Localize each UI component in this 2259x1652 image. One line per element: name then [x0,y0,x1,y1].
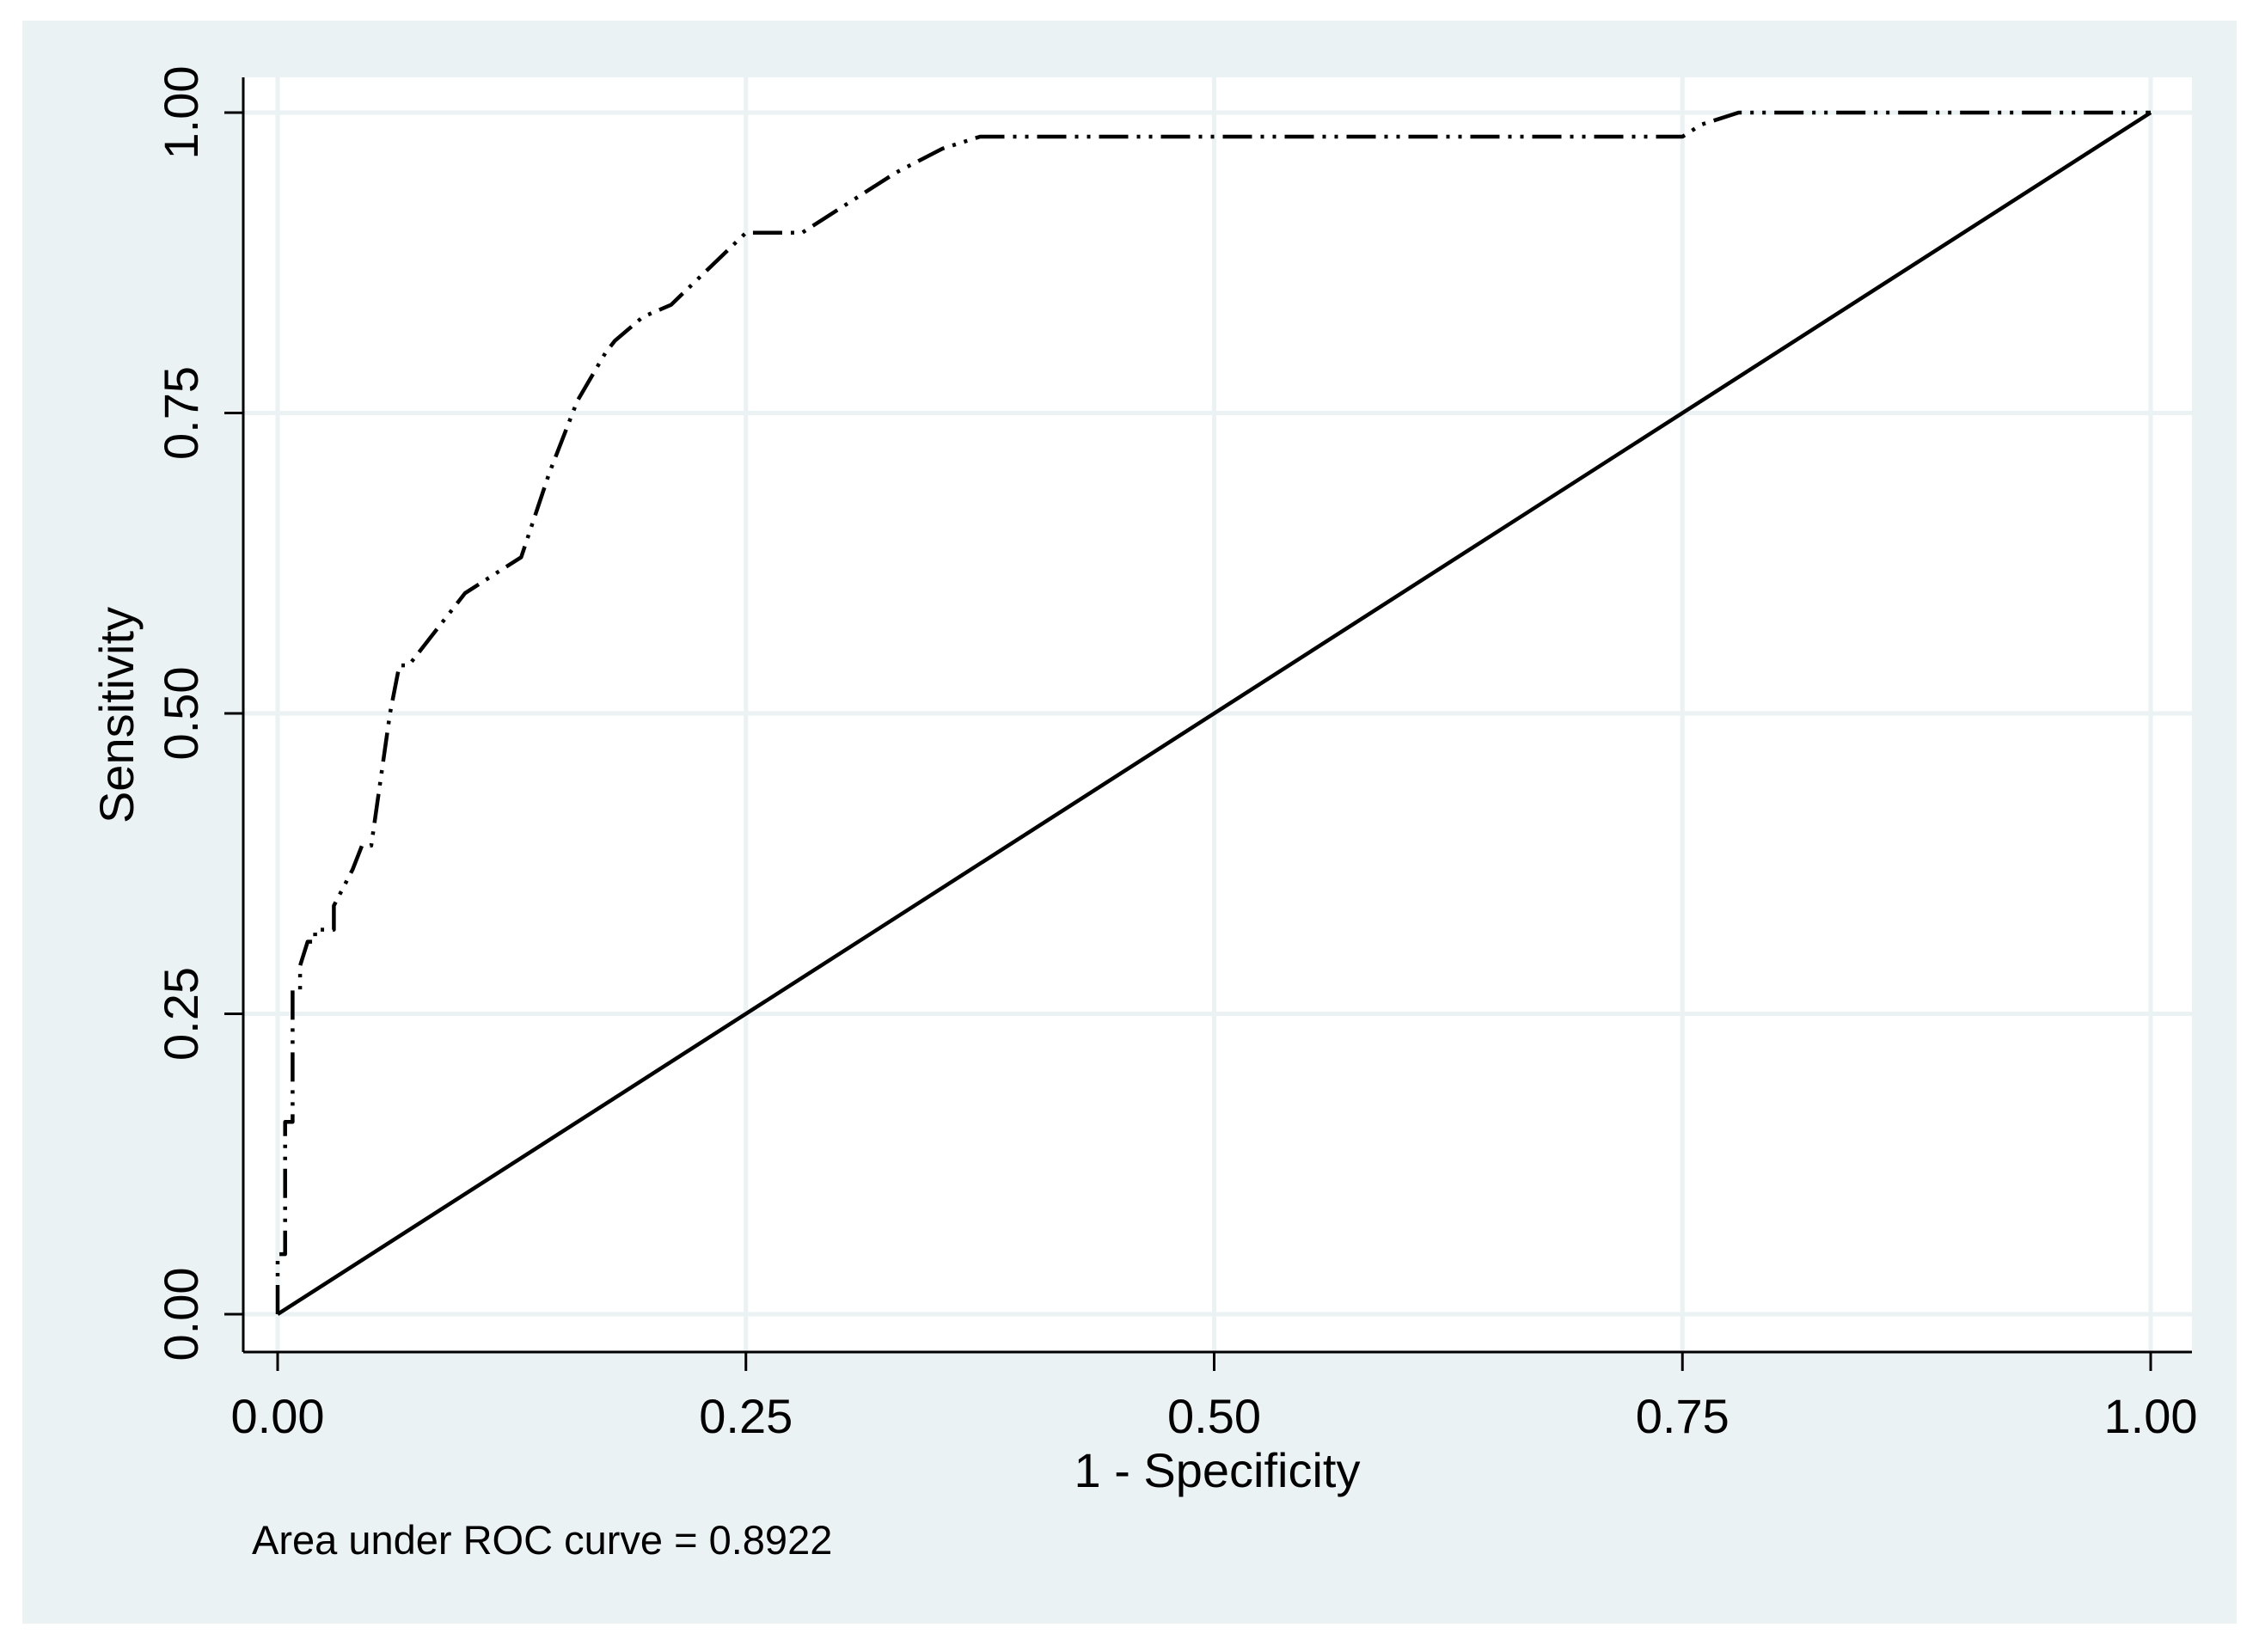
x-tick-label: 0.50 [1167,1389,1261,1443]
y-tick-label: 0.00 [154,1268,208,1361]
y-tick-label: 1.00 [154,66,208,160]
y-axis-label: Sensitivity [89,607,144,823]
x-tick-label: 0.75 [1636,1389,1729,1443]
y-tick-label: 0.75 [154,366,208,460]
auc-note: Area under ROC curve = 0.8922 [252,1517,832,1563]
ticks: 0.00 0.25 0.50 0.75 1.00 0.00 0.25 0.50 0.75 1.00 [154,66,2198,1444]
x-tick-label: 0.25 [699,1389,793,1443]
x-axis-label: 1 - Specificity [1074,1443,1361,1497]
y-tick-label: 0.25 [154,967,208,1061]
y-tick-label: 0.50 [154,667,208,761]
x-tick-label: 0.00 [231,1389,325,1443]
reference-line [276,111,2152,1316]
roc-curve [275,110,2151,1314]
x-tick-label: 1.00 [2104,1389,2198,1443]
series [275,110,2152,1316]
